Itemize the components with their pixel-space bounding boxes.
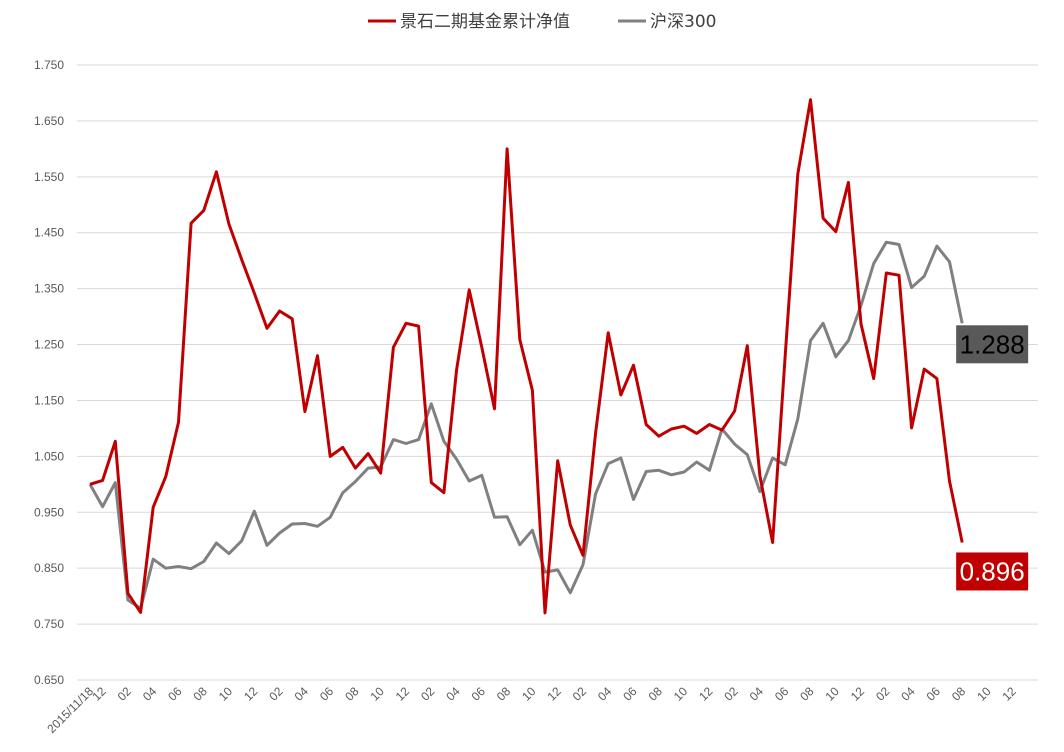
end-label-box (956, 325, 1029, 364)
x-tick-label: 06 (165, 684, 185, 704)
x-tick-label: 04 (595, 684, 615, 704)
x-tick-label: 04 (747, 684, 767, 704)
x-tick-label: 06 (317, 684, 337, 704)
x-tick-label: 2015/11/18 (44, 684, 96, 736)
x-tick-label: 08 (646, 684, 666, 704)
y-tick-label: 0.650 (34, 673, 64, 687)
x-tick-label: 12 (89, 684, 109, 704)
y-tick-label: 1.350 (34, 282, 64, 296)
x-tick-label: 06 (469, 684, 489, 704)
end-labels: 0.896 1.288 (956, 325, 1029, 591)
gridlines (77, 64, 1038, 625)
y-tick-label: 1.150 (34, 393, 64, 407)
legend-label-series-0: 景石二期基金累计净值 (400, 12, 570, 32)
legend-item-series-1: 沪深300 (618, 12, 716, 32)
x-tick-label: 12 (696, 684, 716, 704)
x-tick-label: 06 (772, 684, 792, 704)
legend-item-series-0: 景石二期基金累计净值 (368, 12, 570, 32)
y-tick-label: 0.950 (34, 505, 64, 519)
y-tick-label: 1.750 (34, 58, 64, 72)
x-tick-label: 08 (342, 684, 362, 704)
x-tick-label: 02 (418, 684, 438, 704)
x-tick-label: 02 (721, 684, 741, 704)
y-tick-label: 1.650 (34, 114, 64, 128)
x-tick-label: 04 (898, 684, 918, 704)
x-tick-label: 10 (367, 684, 387, 704)
x-tick-label: 04 (443, 684, 463, 704)
y-tick-label: 0.750 (34, 617, 64, 631)
x-tick-label: 12 (544, 684, 564, 704)
x-tick-label: 04 (292, 684, 312, 704)
x-tick-label: 02 (115, 684, 135, 704)
x-tick-label: 02 (570, 684, 590, 704)
series-lines (88, 98, 964, 615)
end-label-value: 0.896 (960, 556, 1025, 586)
x-tick-label: 12 (393, 684, 413, 704)
end-label-box (956, 552, 1029, 591)
x-tick-label: 12 (999, 684, 1019, 704)
y-tick-label: 0.850 (34, 561, 64, 575)
x-tick-label: 02 (266, 684, 286, 704)
end-label-value: 1.288 (960, 329, 1025, 359)
x-tick-label: 12 (241, 684, 261, 704)
x-tick-label: 08 (949, 684, 969, 704)
x-tick-label: 04 (140, 684, 160, 704)
series-line-0 (89, 98, 964, 615)
x-tick-label: 02 (873, 684, 893, 704)
y-tick-label: 1.550 (34, 170, 64, 184)
legend: 景石二期基金累计净值 沪深300 (368, 12, 716, 32)
x-tick-label: 12 (848, 684, 868, 704)
y-tick-label: 1.250 (34, 338, 64, 352)
series-line-1 (88, 240, 964, 610)
end-label-series-0: 0.896 (956, 552, 1029, 591)
x-tick-label: 10 (671, 684, 691, 704)
legend-label-series-1: 沪深300 (650, 12, 716, 32)
x-tick-label: 10 (974, 684, 994, 704)
x-tick-label: 10 (823, 684, 843, 704)
x-tick-label: 08 (494, 684, 514, 704)
y-tick-label: 1.450 (34, 226, 64, 240)
x-tick-label: 06 (620, 684, 640, 704)
y-tick-label: 1.050 (34, 449, 64, 463)
x-tick-label: 06 (924, 684, 944, 704)
x-tick-label: 10 (519, 684, 539, 704)
x-tick-label: 08 (797, 684, 817, 704)
x-tick-label: 08 (191, 684, 211, 704)
end-label-series-1: 1.288 (956, 325, 1029, 364)
x-tick-label: 10 (216, 684, 236, 704)
y-axis-ticks: 0.650 0.750 0.850 0.950 1.050 1.150 1.250 1.350… (34, 58, 64, 687)
